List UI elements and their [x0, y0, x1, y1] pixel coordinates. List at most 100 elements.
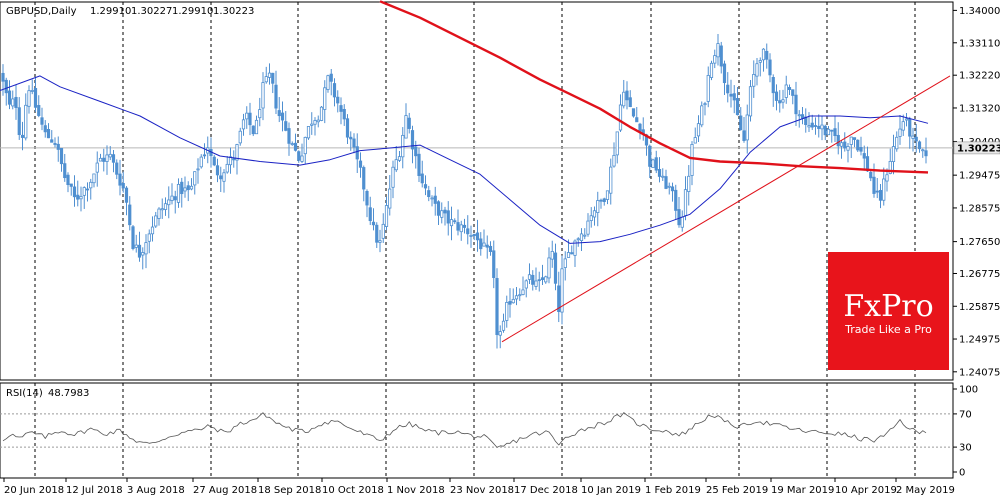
- candle[interactable]: [778, 90, 782, 113]
- candle[interactable]: [365, 189, 369, 218]
- candle[interactable]: [602, 197, 606, 206]
- candle[interactable]: [573, 239, 577, 267]
- candle[interactable]: [576, 237, 580, 247]
- candle[interactable]: [830, 129, 834, 143]
- candle[interactable]: [488, 241, 493, 256]
- candle[interactable]: [635, 106, 639, 123]
- candle[interactable]: [739, 107, 743, 131]
- candle[interactable]: [342, 104, 346, 126]
- candle[interactable]: [1, 64, 5, 96]
- candle[interactable]: [277, 97, 281, 123]
- candle[interactable]: [690, 141, 694, 186]
- candle[interactable]: [901, 114, 905, 136]
- candle[interactable]: [53, 137, 57, 148]
- candle[interactable]: [726, 72, 730, 103]
- candle[interactable]: [228, 147, 233, 174]
- candle[interactable]: [817, 114, 821, 138]
- candle[interactable]: [661, 168, 665, 181]
- candle[interactable]: [271, 72, 275, 94]
- candle[interactable]: [102, 148, 106, 172]
- candle[interactable]: [501, 313, 506, 333]
- candle[interactable]: [752, 60, 756, 98]
- candle[interactable]: [654, 150, 658, 174]
- candle[interactable]: [212, 154, 216, 167]
- candle[interactable]: [839, 140, 844, 159]
- candle[interactable]: [290, 141, 294, 146]
- candle[interactable]: [30, 79, 34, 95]
- candle[interactable]: [560, 255, 564, 325]
- candle[interactable]: [550, 240, 554, 268]
- candle[interactable]: [287, 122, 291, 156]
- candle[interactable]: [215, 158, 220, 183]
- candle[interactable]: [735, 86, 740, 116]
- candle[interactable]: [297, 150, 301, 163]
- candle[interactable]: [446, 201, 450, 236]
- candle[interactable]: [258, 97, 262, 127]
- candle[interactable]: [222, 169, 226, 193]
- candle[interactable]: [823, 124, 827, 141]
- candle[interactable]: [856, 139, 860, 153]
- candle[interactable]: [303, 136, 307, 164]
- candle[interactable]: [628, 90, 632, 108]
- candle[interactable]: [82, 186, 86, 209]
- candle[interactable]: [700, 101, 704, 128]
- candle[interactable]: [586, 213, 590, 237]
- candle[interactable]: [280, 101, 285, 132]
- candle[interactable]: [131, 224, 135, 251]
- candle[interactable]: [492, 240, 496, 289]
- candle[interactable]: [235, 143, 239, 175]
- candle[interactable]: [784, 75, 788, 104]
- candle[interactable]: [427, 185, 431, 202]
- candle[interactable]: [732, 85, 736, 114]
- candle[interactable]: [397, 151, 402, 162]
- candle[interactable]: [761, 48, 766, 72]
- candle[interactable]: [160, 198, 164, 219]
- candle[interactable]: [375, 222, 379, 248]
- candle[interactable]: [677, 197, 681, 228]
- candle[interactable]: [768, 53, 772, 83]
- candle[interactable]: [742, 117, 746, 143]
- candle[interactable]: [648, 144, 652, 178]
- candle[interactable]: [596, 191, 600, 227]
- candle[interactable]: [14, 84, 18, 120]
- candle[interactable]: [69, 183, 73, 196]
- candle[interactable]: [615, 131, 619, 164]
- candle[interactable]: [709, 60, 714, 81]
- candle[interactable]: [199, 154, 203, 169]
- candle[interactable]: [589, 207, 593, 228]
- candle[interactable]: [118, 159, 122, 196]
- candle[interactable]: [46, 123, 51, 139]
- candle[interactable]: [722, 60, 727, 96]
- candle[interactable]: [807, 112, 811, 133]
- candle[interactable]: [703, 101, 707, 116]
- candle[interactable]: [537, 271, 541, 292]
- candle[interactable]: [141, 247, 145, 270]
- candle[interactable]: [7, 80, 12, 110]
- candle[interactable]: [105, 145, 109, 175]
- candle[interactable]: [599, 198, 603, 209]
- candle[interactable]: [251, 125, 255, 137]
- candle[interactable]: [826, 125, 831, 136]
- candle[interactable]: [583, 228, 587, 240]
- candle[interactable]: [85, 182, 90, 202]
- candle[interactable]: [878, 183, 883, 209]
- candle[interactable]: [306, 126, 311, 140]
- candle[interactable]: [882, 167, 886, 206]
- candle[interactable]: [453, 218, 457, 224]
- candle[interactable]: [147, 229, 151, 254]
- candle[interactable]: [238, 127, 242, 146]
- candle[interactable]: [121, 171, 125, 193]
- candle[interactable]: [836, 122, 840, 155]
- candle[interactable]: [570, 245, 574, 255]
- candle[interactable]: [781, 89, 785, 109]
- candle[interactable]: [904, 112, 909, 127]
- candle[interactable]: [475, 219, 480, 252]
- candle[interactable]: [284, 111, 288, 132]
- candle[interactable]: [514, 286, 519, 306]
- candle[interactable]: [332, 78, 337, 107]
- candle[interactable]: [193, 171, 197, 195]
- candle[interactable]: [355, 133, 359, 173]
- candle[interactable]: [443, 206, 447, 226]
- candle[interactable]: [202, 143, 207, 159]
- candle[interactable]: [378, 229, 382, 253]
